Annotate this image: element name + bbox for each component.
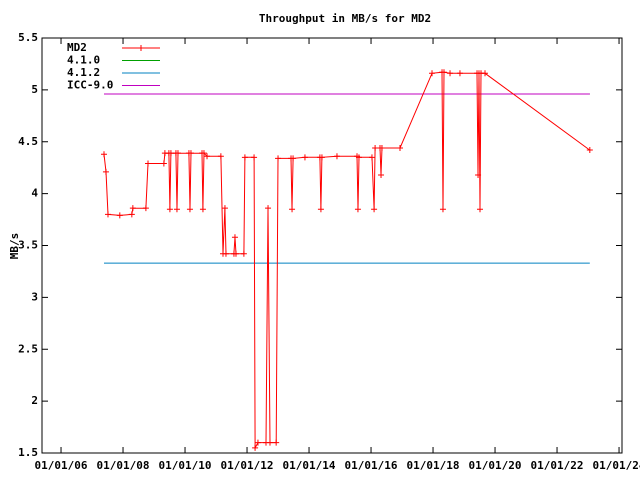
x-tick-label: 01/01/22 xyxy=(531,459,584,472)
point-marker xyxy=(266,439,273,446)
y-tick-label: 5.5 xyxy=(18,31,38,44)
y-axis-label: MB/s xyxy=(8,233,21,260)
point-marker xyxy=(371,206,378,213)
point-marker xyxy=(200,150,207,157)
legend-label: ICC-9.0 xyxy=(67,79,113,92)
point-marker xyxy=(232,250,239,257)
x-tick-label: 01/01/12 xyxy=(221,459,274,472)
point-marker xyxy=(167,150,174,157)
x-tick-label: 01/01/10 xyxy=(159,459,212,472)
chart-title: Throughput in MB/s for MD2 xyxy=(259,12,431,25)
point-marker xyxy=(456,70,463,77)
point-marker xyxy=(252,444,259,451)
point-marker xyxy=(318,154,325,161)
point-marker xyxy=(368,154,375,161)
point-marker xyxy=(477,206,483,213)
point-marker xyxy=(354,206,361,213)
point-marker xyxy=(439,206,446,213)
x-tick-label: 01/01/16 xyxy=(345,459,398,472)
y-tick-label: 5 xyxy=(31,83,38,96)
point-marker xyxy=(222,250,229,257)
point-marker xyxy=(275,155,282,162)
y-tick-label: 3.5 xyxy=(18,239,38,252)
point-marker xyxy=(482,70,489,77)
point-marker xyxy=(217,153,224,160)
point-marker xyxy=(289,206,296,213)
point-marker xyxy=(145,160,152,167)
point-marker xyxy=(355,154,362,161)
point-marker xyxy=(116,212,123,219)
x-tick-label: 01/01/20 xyxy=(469,459,522,472)
legend-marker xyxy=(138,45,144,51)
point-marker xyxy=(199,206,206,213)
y-tick-label: 2 xyxy=(31,394,38,407)
point-marker xyxy=(440,69,447,76)
point-marker xyxy=(231,234,238,241)
point-marker xyxy=(273,439,280,446)
point-marker xyxy=(204,153,211,160)
point-marker xyxy=(174,150,181,157)
x-tick-label: 01/01/08 xyxy=(97,459,150,472)
point-marker xyxy=(290,155,297,162)
point-marker xyxy=(240,250,247,257)
y-tick-label: 2.5 xyxy=(18,342,38,355)
point-marker xyxy=(301,154,308,161)
point-marker xyxy=(378,171,385,178)
point-marker xyxy=(586,147,593,154)
point-marker xyxy=(102,168,109,175)
point-marker xyxy=(396,144,403,151)
point-marker xyxy=(378,144,385,151)
point-marker xyxy=(475,171,482,178)
legend-label: MD2 xyxy=(67,41,87,54)
point-marker xyxy=(187,150,194,157)
x-tick-label: 01/01/06 xyxy=(35,459,88,472)
x-tick-label: 01/01/24 xyxy=(593,459,640,472)
x-tick-label: 01/01/14 xyxy=(283,459,336,472)
point-marker xyxy=(333,153,340,160)
y-tick-label: 1.5 xyxy=(18,446,38,459)
point-marker xyxy=(447,70,454,77)
point-marker xyxy=(160,160,167,167)
point-marker xyxy=(129,205,136,212)
point-marker xyxy=(254,439,261,446)
y-tick-label: 4.5 xyxy=(18,135,38,148)
point-marker xyxy=(429,70,436,77)
point-marker xyxy=(104,211,111,218)
point-marker xyxy=(221,205,228,212)
point-marker xyxy=(101,151,108,158)
point-marker xyxy=(241,154,248,161)
y-tick-label: 3 xyxy=(31,290,38,303)
point-marker xyxy=(265,205,272,212)
x-tick-label: 01/01/18 xyxy=(407,459,460,472)
point-marker xyxy=(317,206,324,213)
legend-label: 4.1.2 xyxy=(67,66,100,79)
point-marker xyxy=(251,154,258,161)
y-tick-label: 4 xyxy=(31,187,38,200)
point-marker xyxy=(186,206,193,213)
legend-label: 4.1.0 xyxy=(67,54,100,67)
point-marker xyxy=(142,205,149,212)
point-marker xyxy=(128,211,135,218)
point-marker xyxy=(173,206,180,213)
point-marker xyxy=(166,206,173,213)
